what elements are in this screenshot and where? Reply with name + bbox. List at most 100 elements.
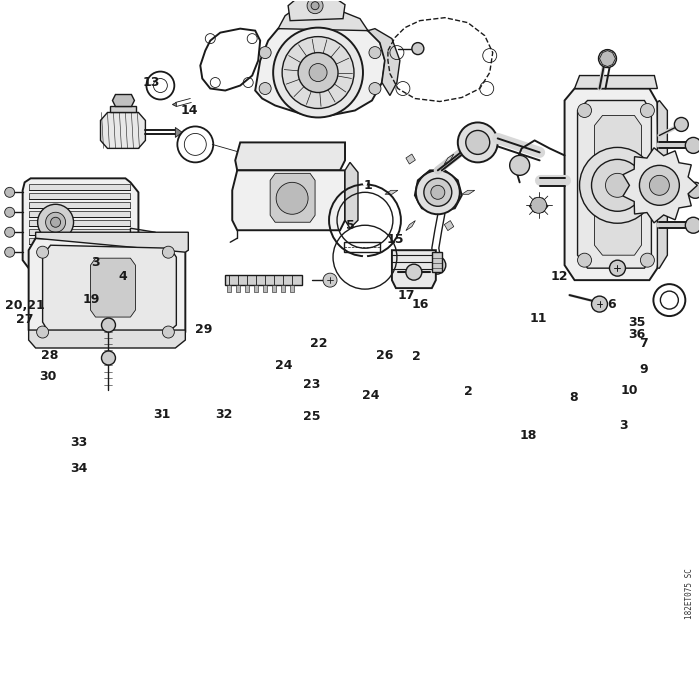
Text: 29: 29 <box>195 323 212 335</box>
Circle shape <box>36 246 48 258</box>
Text: 14: 14 <box>181 104 198 117</box>
Text: 24: 24 <box>275 359 293 372</box>
Circle shape <box>430 186 444 199</box>
Polygon shape <box>29 202 130 209</box>
Polygon shape <box>270 174 315 223</box>
Text: 8: 8 <box>569 391 578 404</box>
Polygon shape <box>578 101 652 268</box>
Polygon shape <box>175 127 182 137</box>
Circle shape <box>36 326 48 338</box>
Polygon shape <box>43 245 176 332</box>
Text: 10: 10 <box>621 384 638 397</box>
Polygon shape <box>392 250 436 288</box>
Circle shape <box>598 50 617 68</box>
Polygon shape <box>29 238 130 244</box>
Circle shape <box>5 247 15 257</box>
Circle shape <box>307 0 323 14</box>
Polygon shape <box>657 101 667 268</box>
Circle shape <box>466 130 490 155</box>
Text: 26: 26 <box>376 349 393 362</box>
Text: 2: 2 <box>412 351 421 363</box>
Circle shape <box>311 1 319 10</box>
Polygon shape <box>36 232 188 252</box>
Ellipse shape <box>273 27 363 118</box>
Polygon shape <box>263 285 267 292</box>
Circle shape <box>38 204 74 240</box>
Text: 25: 25 <box>303 410 321 423</box>
Polygon shape <box>385 190 398 195</box>
Circle shape <box>592 160 643 211</box>
Text: 3: 3 <box>620 419 628 432</box>
Text: 34: 34 <box>70 462 88 475</box>
Polygon shape <box>29 211 130 217</box>
Text: 36: 36 <box>628 328 645 341</box>
Circle shape <box>640 104 654 118</box>
Text: 9: 9 <box>639 363 648 376</box>
Circle shape <box>650 175 669 195</box>
Text: 19: 19 <box>83 293 100 306</box>
Text: 28: 28 <box>41 349 58 362</box>
Circle shape <box>5 228 15 237</box>
Text: 13: 13 <box>142 76 160 89</box>
Polygon shape <box>278 8 368 31</box>
Circle shape <box>323 273 337 287</box>
Text: 2: 2 <box>464 386 473 398</box>
Polygon shape <box>29 238 186 342</box>
Circle shape <box>162 246 174 258</box>
Polygon shape <box>415 170 462 212</box>
Text: 32: 32 <box>216 408 233 421</box>
Polygon shape <box>530 198 547 212</box>
Polygon shape <box>288 0 345 21</box>
Text: 182ET075 SC: 182ET075 SC <box>685 568 694 620</box>
Text: 18: 18 <box>519 428 537 442</box>
Polygon shape <box>29 256 130 262</box>
Polygon shape <box>565 88 659 280</box>
Circle shape <box>102 351 116 365</box>
Text: 11: 11 <box>530 312 547 325</box>
Circle shape <box>510 155 530 175</box>
Text: 30: 30 <box>39 370 57 383</box>
Circle shape <box>102 318 116 332</box>
Circle shape <box>458 122 498 162</box>
Text: 24: 24 <box>362 389 379 402</box>
Polygon shape <box>575 76 657 88</box>
Polygon shape <box>594 116 641 256</box>
Polygon shape <box>225 275 302 285</box>
Circle shape <box>424 178 452 206</box>
Polygon shape <box>172 102 176 106</box>
Circle shape <box>276 182 308 214</box>
Circle shape <box>674 118 688 132</box>
Text: 33: 33 <box>70 435 88 449</box>
Circle shape <box>578 104 592 118</box>
Text: 35: 35 <box>628 316 645 328</box>
Circle shape <box>428 256 446 274</box>
Polygon shape <box>29 330 186 348</box>
Text: 31: 31 <box>153 408 170 421</box>
Polygon shape <box>236 285 240 292</box>
Text: 15: 15 <box>386 233 404 246</box>
Circle shape <box>5 207 15 217</box>
Text: 22: 22 <box>310 337 328 349</box>
Circle shape <box>610 260 626 276</box>
Polygon shape <box>29 229 130 235</box>
Circle shape <box>5 188 15 197</box>
Circle shape <box>259 83 271 94</box>
Text: 12: 12 <box>551 270 568 283</box>
Circle shape <box>592 296 608 312</box>
Polygon shape <box>272 285 276 292</box>
Polygon shape <box>235 142 345 170</box>
Polygon shape <box>101 113 146 148</box>
Text: 16: 16 <box>411 298 428 311</box>
Polygon shape <box>111 106 136 113</box>
Circle shape <box>50 217 61 228</box>
Polygon shape <box>29 193 130 199</box>
Circle shape <box>369 47 381 59</box>
Polygon shape <box>113 94 134 106</box>
Polygon shape <box>623 148 697 223</box>
Polygon shape <box>290 285 294 292</box>
Circle shape <box>531 197 547 214</box>
Polygon shape <box>256 19 385 116</box>
Polygon shape <box>406 154 415 164</box>
Circle shape <box>685 217 700 233</box>
Polygon shape <box>29 220 130 226</box>
